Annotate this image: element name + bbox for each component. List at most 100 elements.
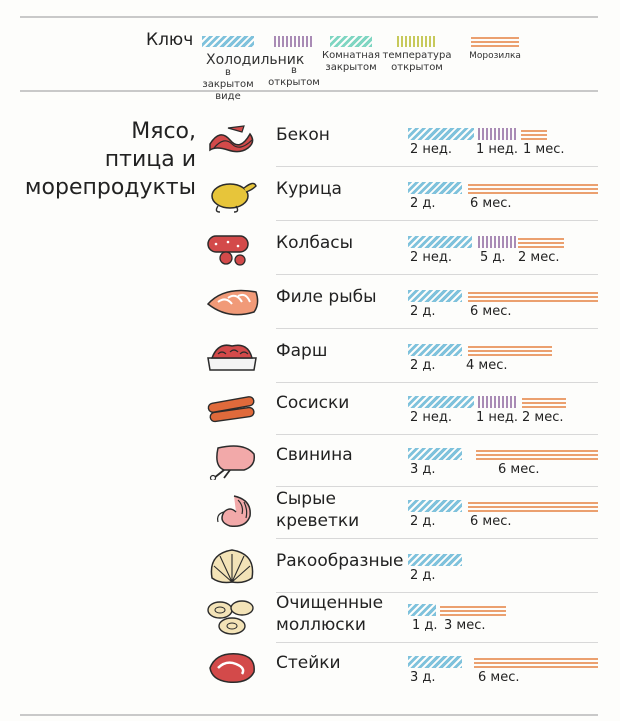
- food-name-line: Стейки: [276, 653, 341, 673]
- storage-bar-blue: [408, 656, 462, 668]
- food-name-line: Свинина: [276, 445, 353, 465]
- storage-duration-label: 2 нед.: [410, 410, 453, 425]
- storage-duration-label: 3 д.: [410, 462, 436, 477]
- key-swatch: [330, 36, 372, 47]
- storage-bar-blue: [408, 500, 462, 512]
- storage-bar-blue: [408, 344, 462, 356]
- storage-bar-orange: [468, 182, 598, 194]
- storage-bar-orange: [440, 604, 506, 616]
- row-divider: [276, 220, 598, 221]
- food-name: Сырые креветки: [276, 488, 359, 532]
- hot-dog-icon: [204, 388, 262, 428]
- storage-duration-label: 2 нед.: [410, 250, 453, 265]
- food-name-line: моллюски: [276, 615, 366, 635]
- key-swatch: [471, 36, 519, 47]
- key-label: в: [291, 65, 297, 76]
- food-name-line: Филе рыбы: [276, 287, 377, 307]
- storage-duration-label: 6 мес.: [470, 514, 512, 529]
- storage-bar-blue: [408, 554, 462, 566]
- key-label: открытом: [268, 77, 320, 88]
- shell-icon: [204, 546, 262, 586]
- bottom-divider: [20, 714, 598, 716]
- storage-bar-blue: [408, 448, 462, 460]
- row-divider: [276, 642, 598, 643]
- storage-duration-label: 2 д.: [410, 568, 436, 583]
- key-divider: [20, 90, 598, 92]
- category-line: морепродукты: [24, 175, 196, 200]
- storage-bar-purple: [478, 396, 518, 408]
- fish-fillet-icon: [204, 282, 262, 322]
- key-label: температура: [382, 50, 452, 61]
- storage-bar-blue: [408, 236, 472, 248]
- storage-bar-purple: [478, 128, 518, 140]
- key-label: в закрытом: [202, 67, 254, 90]
- storage-duration-label: 1 д.: [412, 618, 438, 633]
- key-label: открытом: [391, 62, 443, 73]
- food-name: Свинина: [276, 444, 353, 466]
- sausage-icon: [204, 228, 262, 268]
- category-title: Мясо, птица и морепродукты: [8, 118, 196, 202]
- food-name: Стейки: [276, 652, 341, 674]
- key-label: Морозилка: [469, 51, 521, 61]
- food-name-line: креветки: [276, 511, 360, 531]
- storage-bar-blue: [408, 182, 462, 194]
- category-line: Мясо,: [131, 119, 196, 144]
- key-label: Холодильник: [206, 52, 305, 68]
- food-name-line: Очищенные: [276, 593, 384, 613]
- storage-bar-orange: [474, 656, 598, 668]
- storage-duration-label: 2 нед.: [410, 142, 453, 157]
- storage-duration-label: 6 мес.: [470, 304, 512, 319]
- storage-duration-label: 6 мес.: [498, 462, 540, 477]
- food-name: Бекон: [276, 124, 330, 146]
- food-name: Сосиски: [276, 392, 349, 414]
- row-divider: [276, 538, 598, 539]
- storage-duration-label: 6 мес.: [470, 196, 512, 211]
- storage-duration-label: 5 д.: [480, 250, 506, 265]
- clams-icon: [204, 596, 262, 636]
- food-name: Фарш: [276, 340, 327, 362]
- food-name: Колбасы: [276, 232, 353, 254]
- key-title: Ключ: [146, 30, 194, 50]
- food-name: Филе рыбы: [276, 286, 377, 308]
- row-divider: [276, 274, 598, 275]
- category-line: птица и: [104, 147, 196, 172]
- food-name-line: Ракообразные: [276, 551, 404, 571]
- key-swatch: [274, 36, 314, 47]
- steak-icon: [204, 648, 262, 688]
- storage-bar-purple: [478, 236, 516, 248]
- key-swatch: [202, 36, 254, 47]
- row-divider: [276, 592, 598, 593]
- key-label: виде: [215, 91, 241, 102]
- storage-duration-label: 2 д.: [410, 358, 436, 373]
- storage-bar-blue: [408, 128, 474, 140]
- storage-duration-label: 2 д.: [410, 196, 436, 211]
- food-name-line: Сырые: [276, 489, 336, 509]
- storage-bar-orange: [518, 236, 564, 248]
- storage-bar-blue: [408, 290, 462, 302]
- storage-duration-label: 2 мес.: [518, 250, 560, 265]
- bacon-icon: [204, 120, 262, 160]
- storage-bar-orange: [522, 396, 566, 408]
- key-item-fridge-open: в открытом: [264, 36, 324, 89]
- storage-duration-label: 2 д.: [410, 304, 436, 319]
- storage-duration-label: 3 мес.: [444, 618, 486, 633]
- key-swatch: [397, 36, 437, 47]
- storage-bar-orange: [521, 128, 547, 140]
- minced-meat-icon: [204, 336, 262, 376]
- key-item-room-closed: Комнатная закрытом: [318, 36, 384, 74]
- food-name: Ракообразные: [276, 550, 403, 572]
- row-divider: [276, 166, 598, 167]
- storage-duration-label: 4 мес.: [466, 358, 508, 373]
- food-name: Очищенные моллюски: [276, 592, 383, 636]
- storage-duration-label: 3 д.: [410, 670, 436, 685]
- storage-duration-label: 1 нед.: [476, 410, 519, 425]
- storage-bar-orange: [468, 500, 598, 512]
- storage-bar-orange: [476, 448, 598, 460]
- row-divider: [276, 486, 598, 487]
- food-name-line: Сосиски: [276, 393, 350, 413]
- food-name-line: Бекон: [276, 125, 330, 145]
- storage-bar-orange: [468, 290, 598, 302]
- top-divider: [20, 16, 598, 18]
- food-name-line: Курица: [276, 179, 342, 199]
- key-label: закрытом: [325, 62, 377, 73]
